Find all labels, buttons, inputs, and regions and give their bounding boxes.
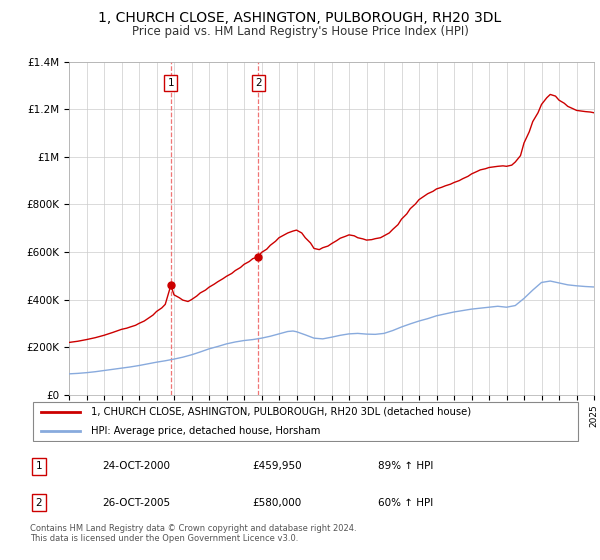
Text: Price paid vs. HM Land Registry's House Price Index (HPI): Price paid vs. HM Land Registry's House … [131,25,469,38]
Text: 1: 1 [167,78,174,88]
Text: 2: 2 [35,498,43,507]
Text: 1: 1 [35,461,43,471]
Text: Contains HM Land Registry data © Crown copyright and database right 2024.
This d: Contains HM Land Registry data © Crown c… [30,524,356,543]
Text: £580,000: £580,000 [252,498,301,507]
Text: £459,950: £459,950 [252,461,302,471]
Text: 26-OCT-2005: 26-OCT-2005 [102,498,170,507]
Text: 89% ↑ HPI: 89% ↑ HPI [378,461,433,471]
Text: HPI: Average price, detached house, Horsham: HPI: Average price, detached house, Hors… [91,426,320,436]
FancyBboxPatch shape [33,402,578,441]
Text: 2: 2 [255,78,262,88]
Text: 1, CHURCH CLOSE, ASHINGTON, PULBOROUGH, RH20 3DL: 1, CHURCH CLOSE, ASHINGTON, PULBOROUGH, … [98,11,502,25]
Text: 24-OCT-2000: 24-OCT-2000 [102,461,170,471]
Text: 1, CHURCH CLOSE, ASHINGTON, PULBOROUGH, RH20 3DL (detached house): 1, CHURCH CLOSE, ASHINGTON, PULBOROUGH, … [91,407,471,417]
Text: 60% ↑ HPI: 60% ↑ HPI [378,498,433,507]
